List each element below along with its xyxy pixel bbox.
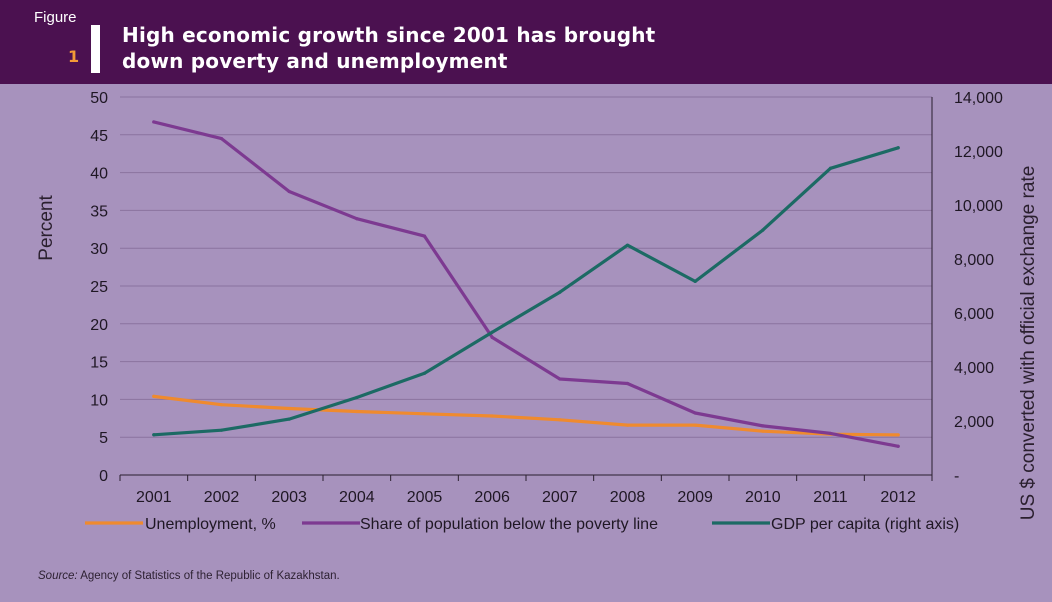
left-axis-tick-label: 30 bbox=[90, 241, 108, 258]
left-axis-tick-label: 15 bbox=[90, 355, 108, 372]
data-point bbox=[219, 428, 224, 432]
x-axis-tick-label: 2004 bbox=[339, 489, 375, 506]
x-axis-ticks: 2001 2002 2003 2004 2005 2006 2007 2008 2009 2010… bbox=[136, 489, 916, 506]
gridlines bbox=[120, 96, 932, 476]
figure-banner: Figure 1 High economic growth since 2001… bbox=[0, 0, 1052, 84]
series-line-1 bbox=[152, 120, 900, 448]
x-axis-tick-label: 2011 bbox=[813, 489, 848, 506]
data-point bbox=[287, 417, 291, 421]
x-axis-tick-label: 2009 bbox=[677, 489, 713, 506]
data-point bbox=[828, 431, 833, 436]
x-axis-tick-label: 2012 bbox=[880, 489, 916, 506]
legend-label-2: GDP per capita (right axis) bbox=[771, 516, 959, 533]
data-point bbox=[558, 377, 562, 381]
data-point bbox=[219, 403, 224, 407]
right-axis-tick-label: 12,000 bbox=[954, 144, 1003, 161]
right-axis-tick-label: 10,000 bbox=[954, 198, 1003, 215]
right-axis-tick-label: 6,000 bbox=[954, 306, 994, 323]
data-point bbox=[422, 371, 427, 375]
series-line-2 bbox=[152, 146, 900, 437]
right-axis-label: US $ converted with official exchange ra… bbox=[1018, 166, 1039, 521]
data-point bbox=[219, 136, 224, 141]
series-lines bbox=[152, 120, 900, 448]
figure-label: Figure bbox=[34, 9, 77, 26]
figure-title: High economic growth since 2001 has brou… bbox=[122, 22, 882, 74]
left-axis-tick-label: 0 bbox=[99, 468, 108, 485]
data-point bbox=[625, 423, 630, 427]
data-point bbox=[422, 234, 427, 238]
data-point bbox=[693, 411, 697, 415]
data-point bbox=[761, 228, 765, 232]
data-point bbox=[152, 120, 156, 124]
left-axis-tick-label: 35 bbox=[90, 203, 108, 220]
data-point bbox=[152, 394, 156, 398]
data-point bbox=[355, 409, 359, 414]
data-point bbox=[558, 290, 562, 294]
left-axis-tick-label: 50 bbox=[90, 90, 108, 107]
data-point bbox=[896, 444, 900, 448]
x-axis-tick-label: 2003 bbox=[271, 489, 307, 506]
left-axis-tick-label: 25 bbox=[90, 279, 108, 296]
data-point bbox=[558, 418, 562, 422]
legend-label-0: Unemployment, % bbox=[145, 516, 276, 533]
figure-divider-bar bbox=[91, 25, 100, 73]
x-axis-tick-label: 2005 bbox=[407, 489, 443, 506]
legend: Unemployment, % Share of population below… bbox=[85, 516, 959, 533]
data-point bbox=[693, 423, 697, 427]
data-point bbox=[490, 330, 494, 334]
figure-title-line-1: High economic growth since 2001 has brou… bbox=[122, 23, 656, 47]
left-axis-label: Percent bbox=[36, 195, 57, 261]
data-point bbox=[693, 279, 697, 284]
left-axis-tick-label: 40 bbox=[90, 166, 108, 183]
data-point bbox=[625, 243, 630, 247]
data-point bbox=[355, 217, 359, 221]
left-axis-tick-label: 5 bbox=[99, 430, 108, 447]
data-point bbox=[896, 146, 900, 150]
x-axis-tick-label: 2008 bbox=[610, 489, 646, 506]
x-axis-tick-label: 2007 bbox=[542, 489, 578, 506]
source-prefix: Source: bbox=[38, 570, 78, 582]
data-point bbox=[490, 414, 494, 418]
right-axis-tick-label: - bbox=[954, 468, 959, 485]
x-axis-tick-label: 2001 bbox=[136, 489, 172, 506]
data-point bbox=[490, 335, 494, 340]
x-axis-tick-label: 2002 bbox=[204, 489, 240, 506]
right-axis-tick-label: 8,000 bbox=[954, 252, 994, 269]
left-axis-tick-label: 45 bbox=[90, 128, 108, 145]
data-point bbox=[287, 406, 291, 411]
source-text: Agency of Statistics of the Republic of … bbox=[77, 570, 340, 582]
data-point bbox=[625, 381, 630, 386]
figure-title-line-2: down poverty and unemployment bbox=[122, 49, 508, 73]
right-axis-tick-label: 14,000 bbox=[954, 90, 1003, 107]
x-axis-tick-label: 2010 bbox=[745, 489, 781, 506]
right-axis-tick-label: 4,000 bbox=[954, 360, 994, 377]
data-point bbox=[828, 166, 833, 170]
source-note: Source: Agency of Statistics of the Repu… bbox=[38, 570, 340, 582]
data-point bbox=[761, 429, 765, 433]
right-axis-ticks: - 2,000 4,000 6,000 8,000 10,000 12,000 14,000 bbox=[954, 90, 1003, 485]
data-point bbox=[152, 433, 156, 437]
figure-number: 1 bbox=[68, 47, 80, 66]
data-point bbox=[355, 395, 359, 400]
left-axis-tick-label: 10 bbox=[90, 392, 108, 409]
left-axis-tick-label: 20 bbox=[90, 317, 108, 334]
axes bbox=[119, 97, 933, 481]
data-point bbox=[761, 424, 765, 428]
data-point bbox=[896, 433, 900, 437]
left-axis-ticks: 0 5 10 15 20 25 30 35 40 45 50 bbox=[90, 90, 108, 485]
legend-label-1: Share of population below the poverty li… bbox=[360, 516, 658, 533]
data-point bbox=[422, 412, 427, 416]
right-axis-tick-label: 2,000 bbox=[954, 414, 994, 431]
series-line-0 bbox=[152, 394, 900, 437]
x-axis-tick-label: 2006 bbox=[474, 489, 510, 506]
data-point bbox=[287, 189, 291, 194]
